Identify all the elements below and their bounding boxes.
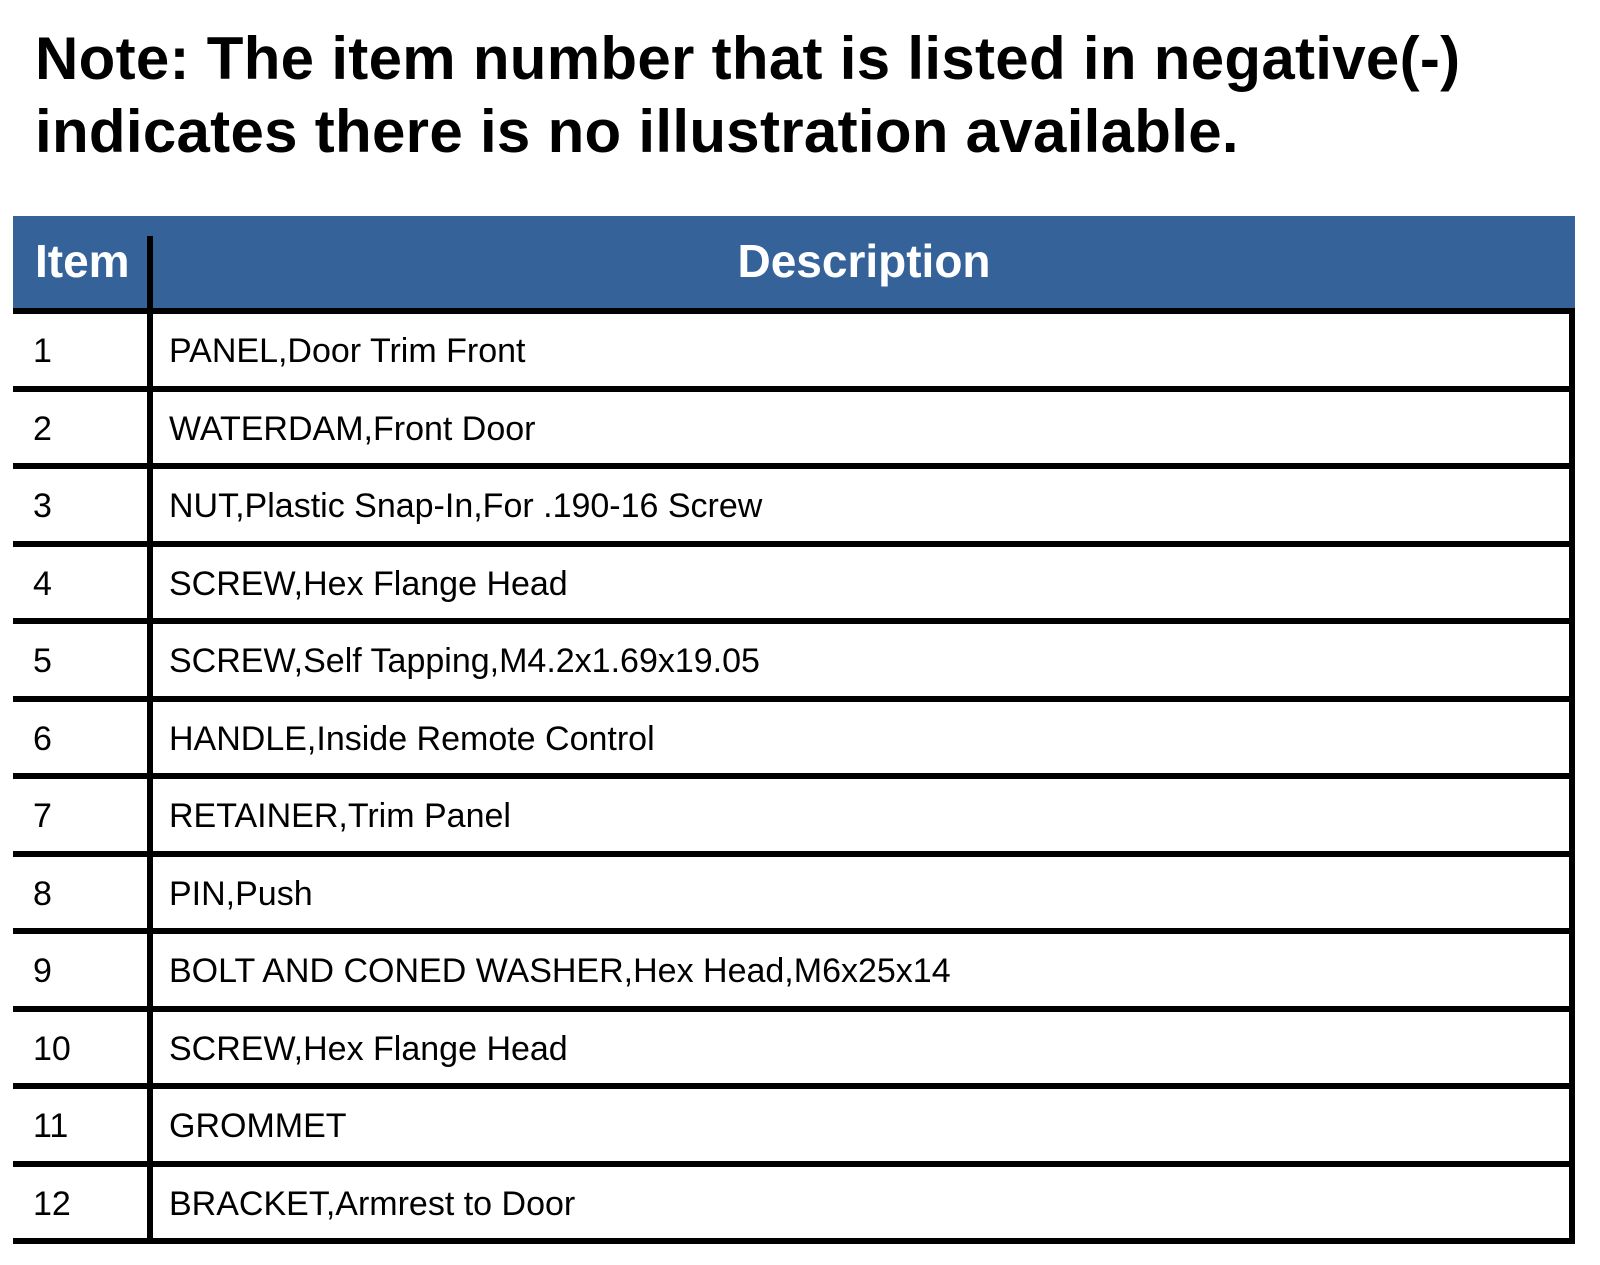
item-number: 5 xyxy=(33,642,52,680)
item-description: SCREW,Self Tapping,M4.2x1.69x19.05 xyxy=(169,642,760,680)
item-description: HANDLE,Inside Remote Control xyxy=(169,719,655,758)
item-description: BOLT AND CONED WASHER,Hex Head,M6x25x14 xyxy=(169,952,951,990)
table-row: 2 WATERDAM,Front Door xyxy=(13,391,1575,469)
item-number: 4 xyxy=(33,564,52,603)
column-divider xyxy=(147,701,153,779)
table-row: 7 RETAINER,Trim Panel xyxy=(13,779,1575,857)
item-number: 3 xyxy=(33,487,52,525)
column-divider xyxy=(147,1166,153,1244)
item-number: 10 xyxy=(33,1029,71,1068)
table-row: 11 GROMMET xyxy=(13,1089,1575,1167)
item-number: 12 xyxy=(33,1184,71,1223)
table-body: 1 PANEL,Door Trim Front 2 WATERDAM,Front Do… xyxy=(13,314,1575,1244)
item-description: PIN,Push xyxy=(169,874,313,913)
item-description: WATERDAM,Front Door xyxy=(169,409,536,448)
table-row: 10 SCREW,Hex Flange Head xyxy=(13,1011,1575,1089)
column-divider xyxy=(147,469,153,547)
column-divider xyxy=(147,391,153,469)
item-number: 9 xyxy=(33,952,52,990)
column-divider xyxy=(147,236,153,314)
column-divider xyxy=(147,1089,153,1167)
column-divider xyxy=(147,624,153,702)
item-description: SCREW,Hex Flange Head xyxy=(169,1029,568,1068)
table-row: 5 SCREW,Self Tapping,M4.2x1.69x19.05 xyxy=(13,624,1575,702)
item-description: BRACKET,Armrest to Door xyxy=(169,1184,576,1223)
item-number: 6 xyxy=(33,719,52,758)
item-number: 1 xyxy=(33,332,52,370)
note-heading: Note: The item number that is listed in … xyxy=(35,25,1461,165)
column-divider xyxy=(147,314,153,392)
item-description: PANEL,Door Trim Front xyxy=(169,332,526,370)
column-divider xyxy=(147,856,153,934)
parts-table: Item Description 1 PANEL,Door Trim Front 2… xyxy=(13,216,1575,1244)
item-number: 7 xyxy=(33,797,52,835)
column-divider xyxy=(147,546,153,624)
table-header: Item Description xyxy=(13,216,1575,314)
column-divider xyxy=(147,1011,153,1089)
item-description: RETAINER,Trim Panel xyxy=(169,797,511,835)
column-divider xyxy=(147,779,153,857)
column-divider xyxy=(147,934,153,1012)
table-row: 12 BRACKET,Armrest to Door xyxy=(13,1166,1575,1244)
item-number: 8 xyxy=(33,874,52,913)
column-header-item: Item xyxy=(35,235,130,287)
item-description: NUT,Plastic Snap-In,For .190-16 Screw xyxy=(169,487,763,525)
table-row: 6 HANDLE,Inside Remote Control xyxy=(13,701,1575,779)
item-number: 11 xyxy=(33,1107,69,1145)
table-row: 1 PANEL,Door Trim Front xyxy=(13,314,1575,392)
item-number: 2 xyxy=(33,409,52,448)
table-row: 8 PIN,Push xyxy=(13,856,1575,934)
item-description: GROMMET xyxy=(169,1107,347,1145)
item-description: SCREW,Hex Flange Head xyxy=(169,564,568,603)
column-header-description: Description xyxy=(737,235,991,287)
table-row: 3 NUT,Plastic Snap-In,For .190-16 Screw xyxy=(13,469,1575,547)
table-row: 9 BOLT AND CONED WASHER,Hex Head,M6x25x14 xyxy=(13,934,1575,1012)
table-row: 4 SCREW,Hex Flange Head xyxy=(13,546,1575,624)
